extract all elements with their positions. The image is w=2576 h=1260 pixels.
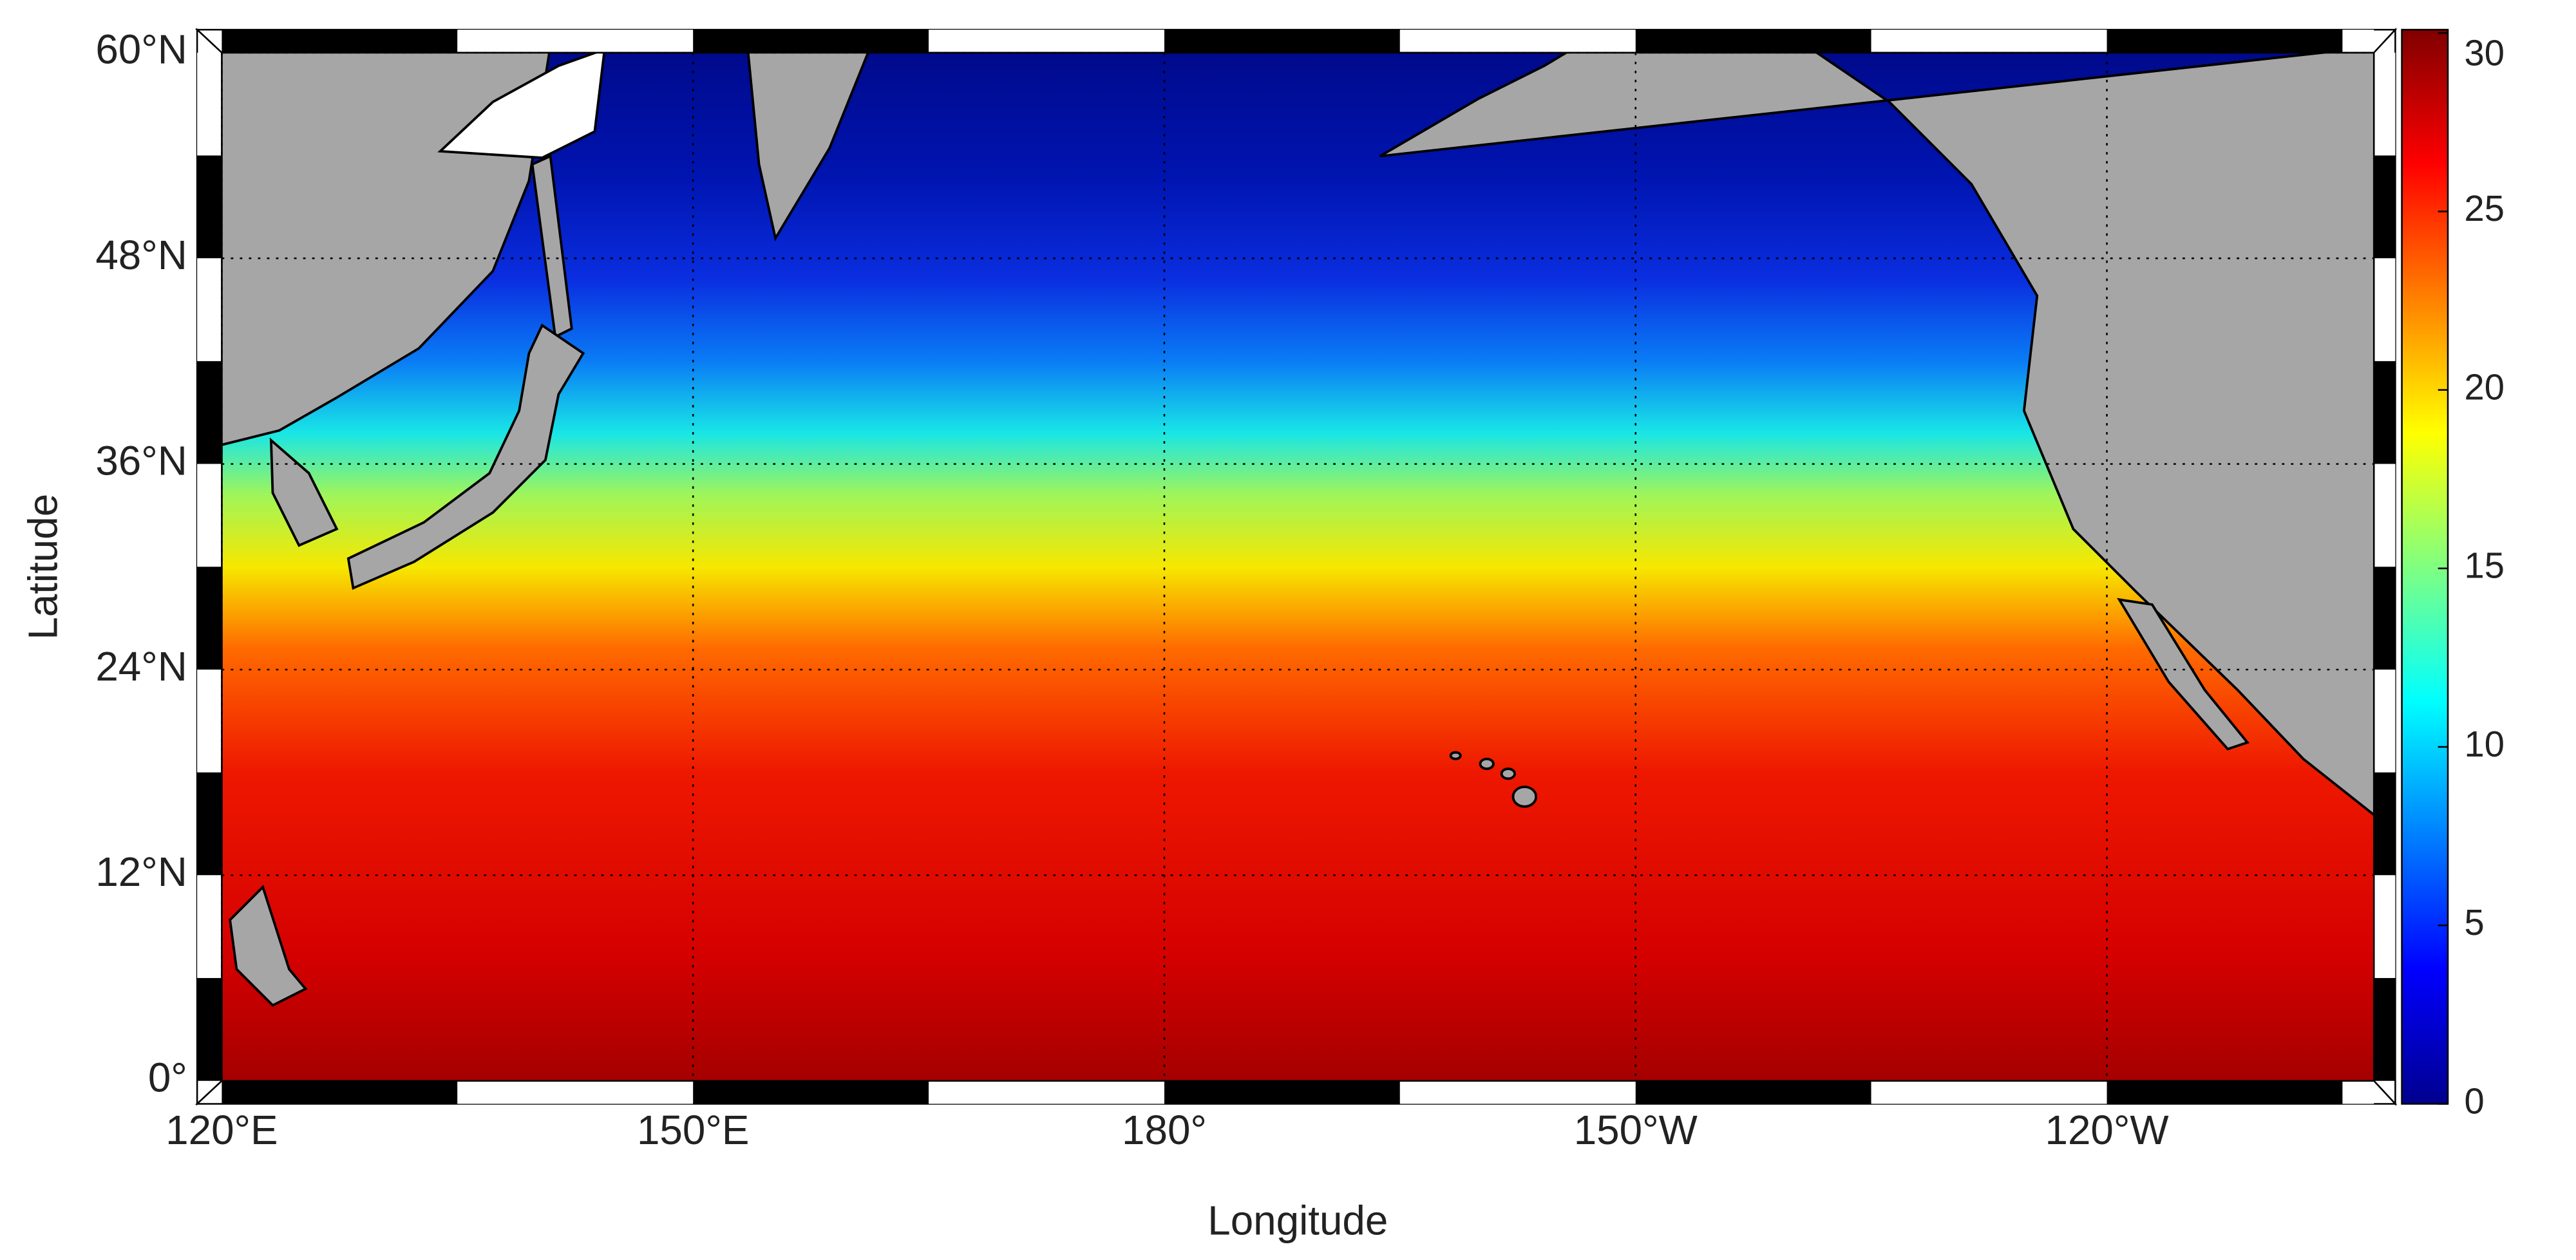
frame-segment	[197, 567, 222, 670]
y-tick-label: 36°N	[95, 437, 187, 484]
map-area	[222, 52, 2374, 1081]
x-tick-label: 120°W	[2045, 1107, 2169, 1153]
x-tick-label: 180°	[1122, 1107, 1207, 1153]
frame-segment	[197, 669, 222, 773]
colorbar-tick-label: 25	[2465, 188, 2505, 229]
colorbar-tick-label: 10	[2465, 724, 2505, 764]
frame-segment	[1635, 30, 1871, 53]
sea-ice	[437, 52, 606, 160]
colorbar-tick-label: 0	[2465, 1080, 2485, 1121]
x-tick-label: 150°E	[637, 1107, 749, 1153]
frame-segment	[2374, 52, 2396, 156]
frame-segment	[2374, 772, 2396, 876]
frame-segment	[2374, 258, 2396, 361]
sakhalin	[531, 154, 573, 339]
colorbar-tick-label: 20	[2465, 366, 2505, 407]
hawaii	[1500, 767, 1516, 780]
frame-segment	[457, 1080, 694, 1104]
frame-segment	[2374, 669, 2396, 773]
frame-segment	[693, 30, 929, 53]
frame-segment	[2342, 1080, 2374, 1104]
frame-segment	[1399, 30, 1636, 53]
y-tick-label: 24°N	[95, 643, 187, 690]
y-tick-label: 60°N	[95, 26, 187, 73]
frame-segment	[1635, 1080, 1871, 1104]
frame-segment	[2374, 978, 2396, 1081]
x-axis-label: Longitude	[1208, 1198, 1388, 1244]
frame-segment	[2374, 155, 2396, 259]
colorbar-tick-label: 5	[2465, 902, 2485, 943]
frame-segment	[1164, 1080, 1400, 1104]
frame-segment	[197, 258, 222, 361]
y-axis-label: Latitude	[19, 494, 66, 640]
frame-segment	[2374, 875, 2396, 979]
baja-california	[2117, 597, 2250, 751]
frame-segment	[929, 1080, 1164, 1104]
frame-segment	[197, 155, 222, 259]
frame-segment	[1871, 1080, 2107, 1104]
frame-segment	[197, 772, 222, 876]
hawaii	[1511, 785, 1538, 808]
frame-segment	[2374, 361, 2396, 464]
x-tick-label: 120°E	[166, 1107, 278, 1153]
frame-segment	[2374, 567, 2396, 670]
alaska	[1379, 52, 2374, 817]
frame-segment	[197, 875, 222, 979]
frame-segment	[197, 361, 222, 464]
frame-segment	[2107, 1080, 2343, 1104]
korea	[269, 437, 339, 547]
y-tick-label: 0°	[148, 1055, 187, 1101]
japan	[346, 323, 585, 590]
frame-segment	[1871, 30, 2107, 53]
frame-segment	[2107, 30, 2343, 53]
frame-segment	[1164, 30, 1400, 53]
y-tick-label: 48°N	[95, 232, 187, 278]
frame-segment	[197, 464, 222, 567]
frame-segment	[2374, 464, 2396, 567]
frame-segment	[222, 30, 458, 53]
colorbar	[2401, 28, 2449, 1105]
frame-segment	[693, 1080, 929, 1104]
hawaii	[1479, 757, 1495, 770]
frame-segment	[457, 30, 694, 53]
colorbar-tick-label: 15	[2465, 545, 2505, 586]
kamchatka	[746, 52, 869, 242]
frame-segment	[2342, 30, 2374, 53]
frame-segment	[197, 52, 222, 156]
frame-segment	[222, 1080, 458, 1104]
y-tick-label: 12°N	[95, 849, 187, 895]
hawaii	[1449, 751, 1462, 760]
philippines	[229, 885, 308, 1007]
colorbar-tick-label: 30	[2465, 33, 2505, 73]
frame-segment	[929, 30, 1164, 53]
x-tick-label: 150°W	[1574, 1107, 1698, 1153]
frame-segment	[1399, 1080, 1636, 1104]
frame-segment	[197, 978, 222, 1081]
